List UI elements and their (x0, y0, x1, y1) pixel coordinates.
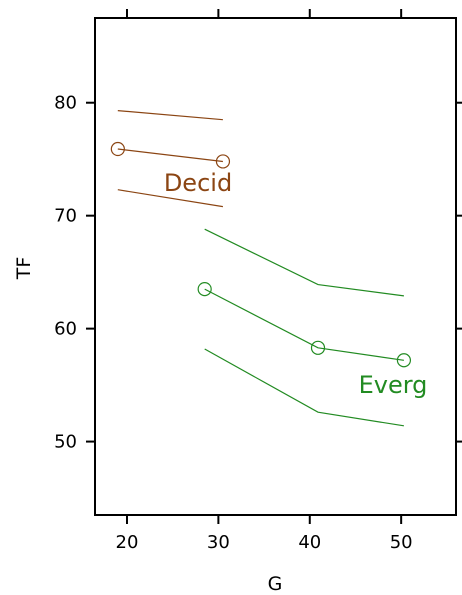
everg-point-1 (310, 340, 326, 355)
everg-series-label: Everg (359, 371, 428, 399)
decid-line (117, 148, 223, 163)
everg-point-2 (396, 353, 412, 368)
everg-line (204, 288, 404, 361)
y-tick-label-70: 70 (54, 206, 77, 227)
y-axis-label: TF (13, 257, 35, 281)
plot-frame (94, 17, 457, 516)
y-tick-label-80: 80 (54, 93, 77, 114)
x-axis-label: G (268, 573, 283, 595)
series-lines (117, 148, 404, 361)
x-tick-label-50: 50 (390, 532, 413, 553)
decid-lower-band (117, 189, 223, 208)
everg-upper-band (204, 228, 404, 297)
x-tick-label-40: 40 (298, 532, 321, 553)
decid-upper-band (117, 110, 223, 121)
decid-point-0 (110, 141, 125, 157)
decid-series-label: Decid (164, 169, 232, 197)
series-labels: Decid Everg (164, 169, 428, 399)
x-tick-label-30: 30 (207, 532, 230, 553)
axis-ticks (86, 9, 462, 524)
everg-point-0 (197, 281, 212, 297)
y-tick-label-50: 50 (54, 432, 77, 453)
decid-point-1 (215, 154, 231, 169)
confidence-bands (117, 110, 404, 427)
y-tick-label-60: 60 (54, 319, 77, 340)
x-tick-label-20: 20 (116, 532, 139, 553)
tick-labels: 20 30 40 50 50 60 70 80 (54, 93, 413, 553)
everg-lower-band (204, 348, 404, 427)
series-points (110, 141, 412, 368)
